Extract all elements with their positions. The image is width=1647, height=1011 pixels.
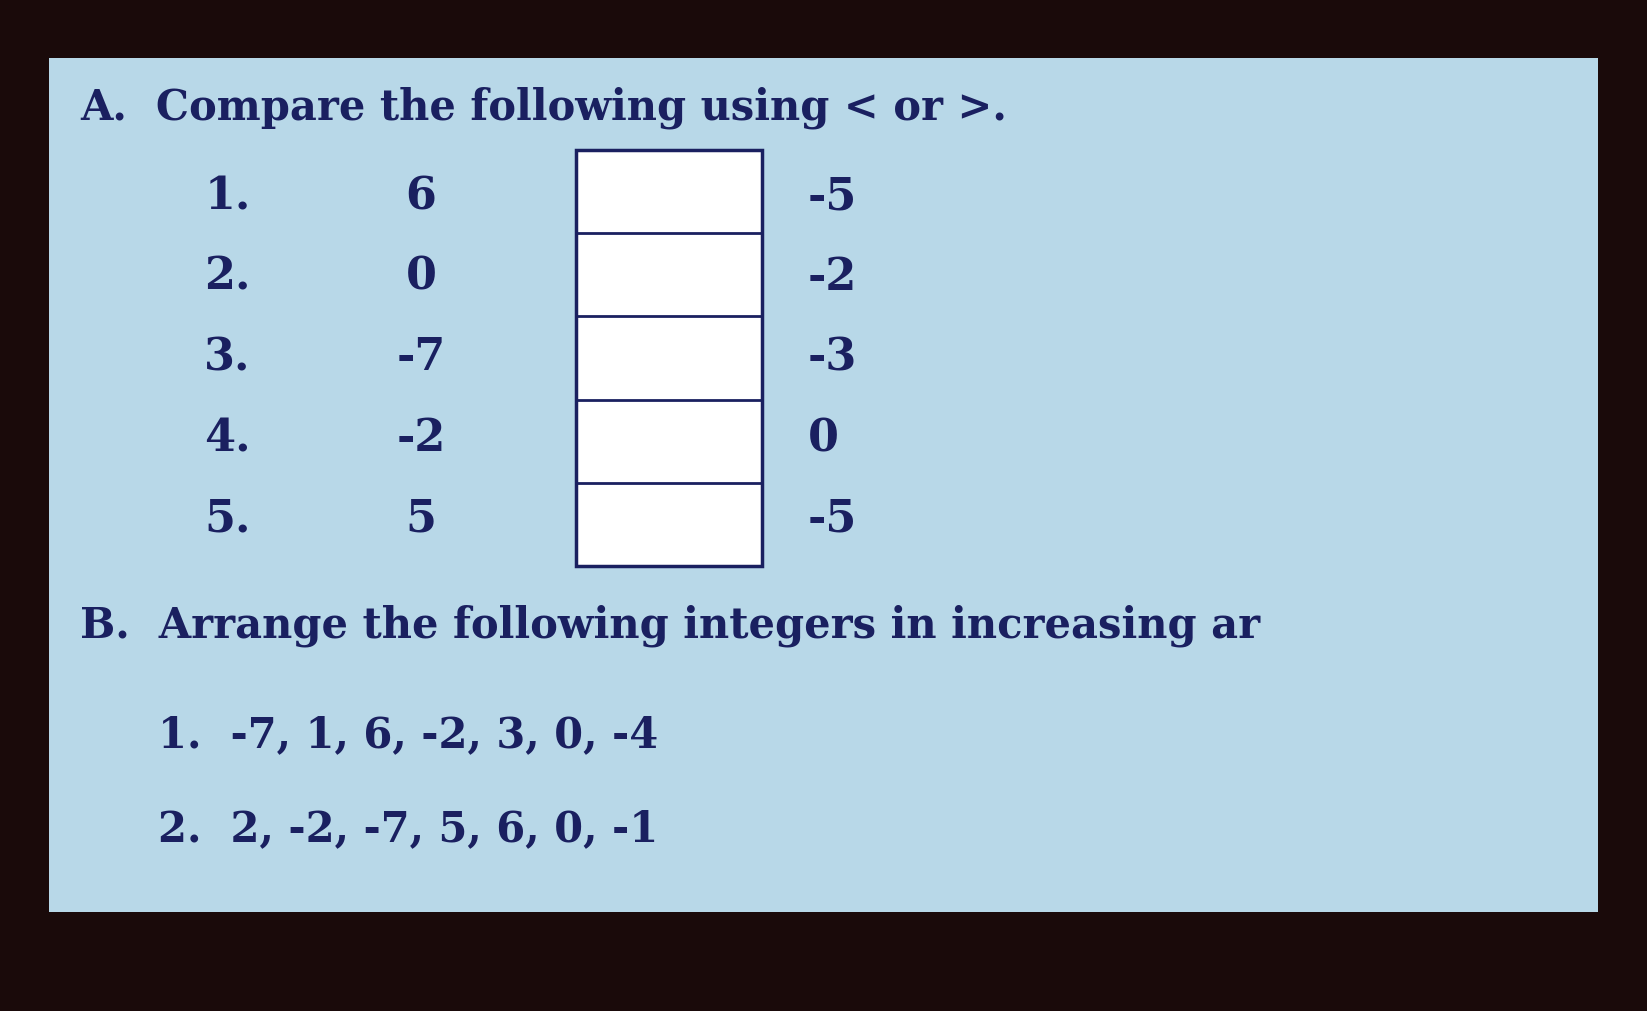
Text: -5: -5 — [809, 175, 858, 218]
Text: 0: 0 — [405, 256, 436, 298]
Text: 5.: 5. — [204, 497, 250, 541]
Text: 5: 5 — [405, 497, 436, 541]
Bar — [576, 150, 761, 566]
Text: -2: -2 — [809, 256, 858, 298]
Text: -5: -5 — [809, 497, 858, 541]
Text: B.  Arrange the following integers in increasing ar: B. Arrange the following integers in inc… — [81, 605, 1260, 647]
Text: 1.: 1. — [204, 175, 250, 218]
Text: -2: -2 — [397, 418, 446, 460]
Text: 2.  2, -2, -7, 5, 6, 0, -1: 2. 2, -2, -7, 5, 6, 0, -1 — [158, 808, 659, 850]
FancyBboxPatch shape — [49, 59, 1598, 912]
Text: -3: -3 — [809, 337, 858, 379]
Text: 2.: 2. — [204, 256, 250, 298]
Text: 0: 0 — [809, 418, 838, 460]
Text: 6: 6 — [405, 175, 436, 218]
Text: 1.  -7, 1, 6, -2, 3, 0, -4: 1. -7, 1, 6, -2, 3, 0, -4 — [158, 715, 659, 756]
Text: 3.: 3. — [204, 337, 250, 379]
Text: A.  Compare the following using < or >.: A. Compare the following using < or >. — [81, 86, 1008, 128]
Text: 4.: 4. — [204, 418, 250, 460]
Text: -7: -7 — [397, 337, 446, 379]
